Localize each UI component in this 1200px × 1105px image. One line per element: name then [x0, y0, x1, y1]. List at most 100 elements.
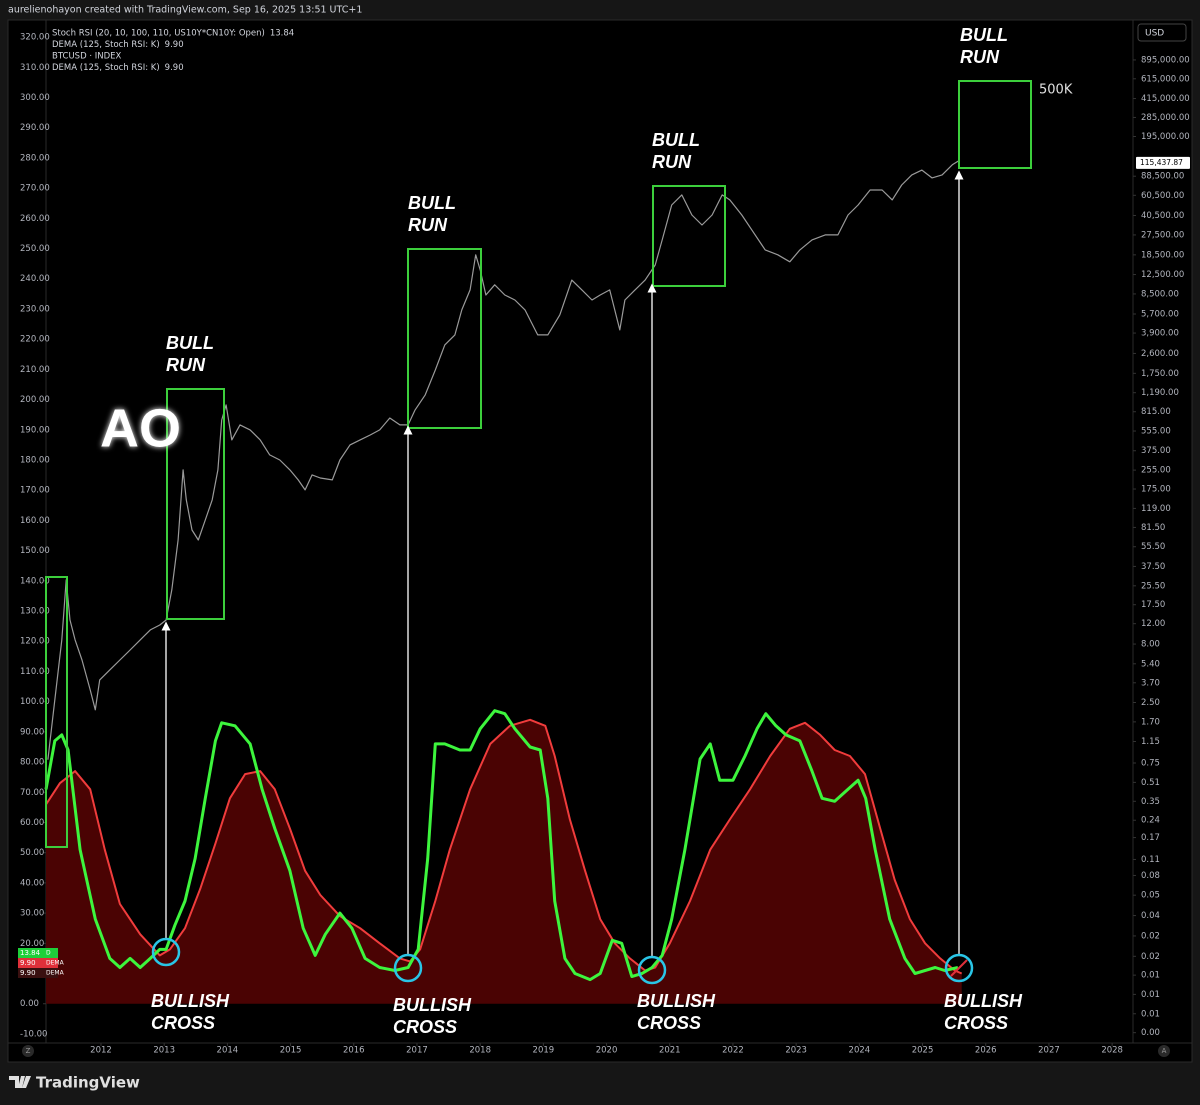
cross-x: [950, 959, 968, 977]
bullish-cross-label: CROSS: [637, 1013, 701, 1033]
cross-circles: [151, 937, 974, 985]
y2-tick-label: 25.50: [1141, 581, 1165, 591]
x-tick-label: 2023: [785, 1046, 807, 1056]
box: [407, 248, 482, 429]
legend-entry: Stoch RSI (20, 10, 100, 110, US10Y*CN10Y…: [52, 29, 265, 39]
auto-toggle[interactable]: [1158, 1045, 1170, 1057]
bull-run-boxes: [45, 80, 1032, 848]
bull-run-label: BULL: [960, 25, 1008, 45]
y-tick-label: 210.00: [20, 365, 50, 375]
price-tag-value: 9.90: [20, 959, 36, 967]
ao-label: AO: [100, 398, 181, 458]
x-tick-label: 2024: [849, 1046, 871, 1056]
y2-tick-label: 8.00: [1141, 640, 1160, 650]
y-tick-label: 110.00: [20, 667, 50, 677]
currency-label[interactable]: USD: [1145, 29, 1164, 39]
price-tag: [18, 968, 58, 978]
y2-tick-label: 60,500.00: [1141, 191, 1184, 201]
last-price-tag: [1136, 156, 1190, 169]
y-tick-label: 120.00: [20, 637, 50, 647]
y-tick-label: 170.00: [20, 486, 50, 496]
box: [45, 576, 68, 848]
footer-brand: TradingView: [36, 1074, 140, 1092]
y2-tick-label: 2,600.00: [1141, 349, 1179, 359]
y2-tick-label: 3,900.00: [1141, 329, 1179, 339]
y-tick-label: 140.00: [20, 576, 50, 586]
y2-tick-label: 55.50: [1141, 542, 1165, 552]
y2-tick-label: 0.02: [1141, 952, 1160, 962]
price-tag-suffix: D: [46, 950, 51, 957]
price-tag-value: 13.84: [20, 949, 41, 957]
y2-tick-label: 815.00: [1141, 407, 1171, 417]
y2-tick-label: 0.02: [1141, 931, 1160, 941]
price-tag: [18, 948, 58, 958]
price-line: [47, 159, 961, 760]
x-tick-label: 2028: [1101, 1046, 1123, 1056]
y-tick-label: 230.00: [20, 304, 50, 314]
y2-tick-label: 255.00: [1141, 466, 1171, 476]
bull-run-label: BULL: [166, 333, 214, 353]
y2-tick-label: 0.01: [1141, 990, 1160, 1000]
y-tick-label: 70.00: [20, 788, 44, 798]
y2-tick-label: 3.70: [1141, 678, 1160, 688]
box: [166, 388, 225, 620]
y2-tick-label: 12,500.00: [1141, 270, 1184, 280]
x-stroke: [950, 959, 968, 977]
legend-entry: DEMA (125, Stoch RSI: K): [52, 40, 160, 50]
y2-tick-label: 285,000.00: [1141, 113, 1190, 123]
y-tick-label: 300.00: [20, 93, 50, 103]
target-label: 500K: [1039, 83, 1073, 98]
y2-tick-label: 0.75: [1141, 758, 1160, 768]
bull-run-label: RUN: [652, 152, 692, 172]
legend-value: 9.90: [165, 40, 184, 50]
y-tick-label: 30.00: [20, 909, 44, 919]
y2-tick-label: 0.08: [1141, 871, 1160, 881]
x-tick-label: 2014: [217, 1046, 239, 1056]
y-tick-label: 50.00: [20, 848, 44, 858]
price-tag-value: 9.90: [20, 969, 36, 977]
auto-toggle-label[interactable]: A: [1162, 1047, 1167, 1055]
y2-tick-label: 40,500.00: [1141, 211, 1184, 221]
y2-tick-label: 0.24: [1141, 816, 1160, 826]
legend-value: 9.90: [165, 63, 184, 73]
y2-tick-label: 8,500.00: [1141, 289, 1179, 299]
y2-tick-label: 0.35: [1141, 797, 1160, 807]
y-tick-label: 0.00: [20, 999, 39, 1009]
log-toggle-label[interactable]: Z: [26, 1047, 31, 1055]
x-tick-label: 2027: [1038, 1046, 1060, 1056]
x-tick-label: 2021: [659, 1046, 681, 1056]
y2-tick-label: 0.17: [1141, 833, 1160, 843]
log-toggle[interactable]: [22, 1045, 34, 1057]
y2-tick-label: 1,190.00: [1141, 388, 1179, 398]
bullish-cross-label: BULLISH: [151, 991, 230, 1011]
box: [958, 80, 1032, 169]
y-tick-label: 270.00: [20, 184, 50, 194]
y-tick-label: 310.00: [20, 63, 50, 73]
legend-value: 13.84: [270, 29, 294, 39]
y2-tick-label: 27,500.00: [1141, 230, 1184, 240]
y2-tick-label: 175.00: [1141, 485, 1171, 495]
currency-button[interactable]: [1137, 23, 1187, 42]
y2-tick-label: 1,750.00: [1141, 369, 1179, 379]
y2-tick-label: 17.50: [1141, 600, 1165, 610]
x-tick-label: 2012: [90, 1046, 112, 1056]
bullish-cross-label: CROSS: [151, 1013, 215, 1033]
y-tick-label: 20.00: [20, 939, 44, 949]
y-tick-label: 280.00: [20, 153, 50, 163]
y2-tick-label: 119.00: [1141, 504, 1171, 514]
y2-tick-label: 555.00: [1141, 427, 1171, 437]
y-tick-label: 320.00: [20, 33, 50, 43]
legend-entry: DEMA (125, Stoch RSI: K): [52, 63, 160, 73]
y-tick-label: 100.00: [20, 697, 50, 707]
bull-run-label: RUN: [960, 47, 1000, 67]
y2-tick-label: 5,700.00: [1141, 310, 1179, 320]
y2-tick-label: 0.01: [1141, 1009, 1160, 1019]
legend-entry: BTCUSD · INDEX: [52, 52, 122, 62]
y-tick-label: 130.00: [20, 607, 50, 617]
y-tick-label: 260.00: [20, 214, 50, 224]
dema-line: [45, 718, 963, 975]
y2-tick-label: 195,000.00: [1141, 132, 1190, 142]
y-tick-label: 180.00: [20, 455, 50, 465]
y2-tick-label: 88,500.00: [1141, 172, 1184, 182]
